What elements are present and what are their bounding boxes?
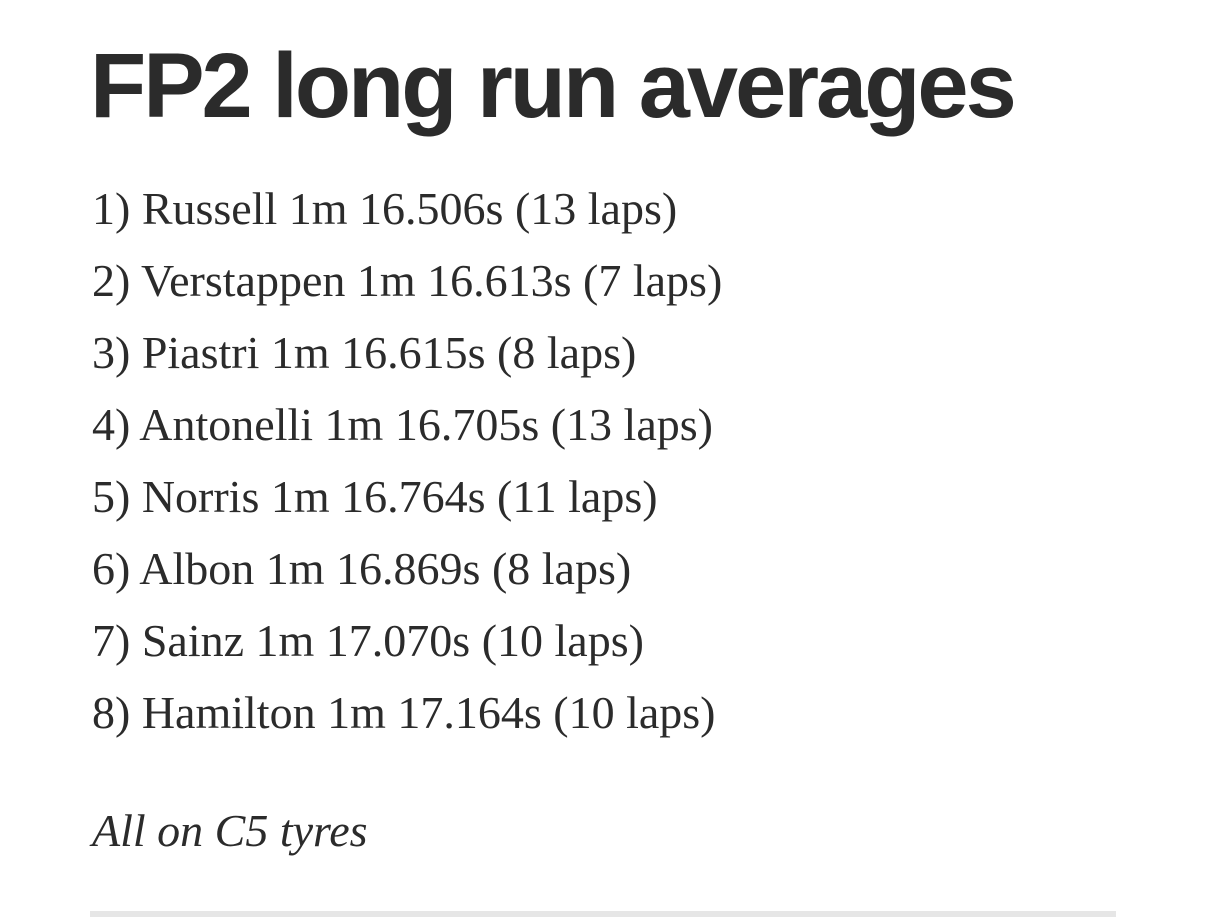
result-item: 5) Norris 1m 16.764s (11 laps)	[92, 471, 658, 522]
result-item: 3) Piastri 1m 16.615s (8 laps)	[92, 327, 637, 378]
result-item: 2) Verstappen 1m 16.613s (7 laps)	[92, 255, 723, 306]
result-item: 1) Russell 1m 16.506s (13 laps)	[92, 183, 678, 234]
divider	[90, 911, 1116, 917]
note: All on C5 tyres	[92, 805, 368, 856]
title: FP2 long run averages	[90, 35, 1017, 137]
result-item: 7) Sainz 1m 17.070s (10 laps)	[92, 615, 644, 666]
result-item: 4) Antonelli 1m 16.705s (13 laps)	[92, 399, 713, 450]
result-item: 6) Albon 1m 16.869s (8 laps)	[92, 543, 632, 594]
result-item: 8) Hamilton 1m 17.164s (10 laps)	[92, 687, 716, 738]
